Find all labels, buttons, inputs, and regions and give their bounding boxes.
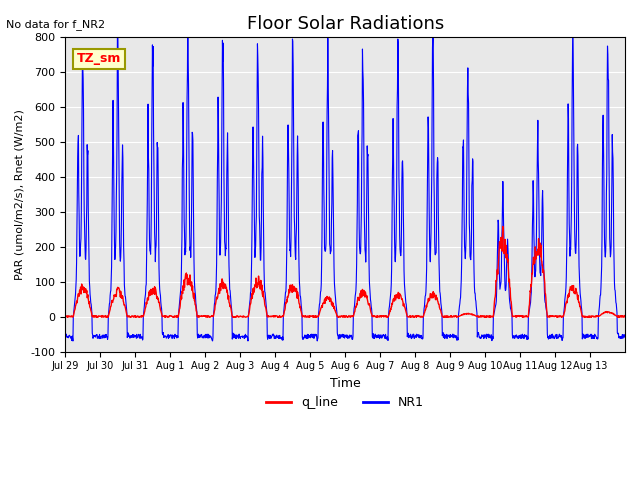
NR1	[321, 246, 328, 252]
q_line	[149, 286, 157, 291]
Y-axis label: PAR (umol/m2/s), Rnet (W/m2): PAR (umol/m2/s), Rnet (W/m2)	[15, 109, 25, 280]
q_line	[320, 300, 328, 305]
q_line	[383, 314, 391, 320]
q_line	[477, 314, 485, 320]
Line: NR1: NR1	[65, 2, 625, 341]
NR1	[149, 44, 157, 49]
q_line	[560, 312, 568, 318]
NR1	[560, 310, 568, 316]
NR1	[478, 332, 486, 338]
Text: No data for f_NR2: No data for f_NR2	[6, 19, 106, 30]
NR1	[614, 330, 622, 336]
q_line	[621, 313, 629, 319]
NR1	[184, 0, 191, 5]
Title: Floor Solar Radiations: Floor Solar Radiations	[246, 15, 444, 33]
q_line	[614, 313, 622, 319]
q_line	[330, 304, 338, 310]
q_line	[499, 224, 507, 229]
NR1	[621, 334, 629, 340]
Line: q_line: q_line	[65, 227, 625, 317]
NR1	[61, 333, 69, 338]
q_line	[61, 314, 69, 320]
NR1	[332, 291, 339, 297]
Text: TZ_sm: TZ_sm	[76, 52, 121, 65]
Legend: q_line, NR1: q_line, NR1	[261, 391, 429, 414]
NR1	[69, 338, 77, 344]
X-axis label: Time: Time	[330, 377, 360, 390]
